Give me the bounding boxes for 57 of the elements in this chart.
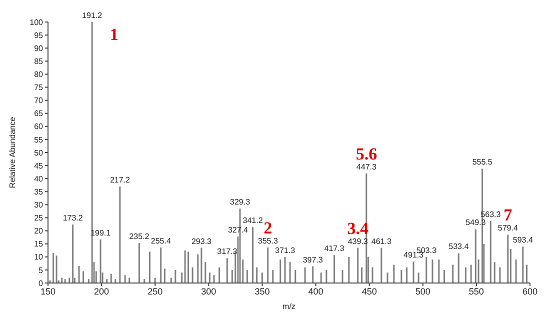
- annotation: 3.4: [347, 218, 369, 238]
- x-tick-label: 300: [201, 286, 216, 296]
- x-tick-label: 250: [148, 286, 163, 296]
- y-tick-label: 40: [34, 174, 44, 184]
- y-tick-label: 45: [34, 161, 44, 170]
- y-tick-label: 60: [34, 122, 44, 132]
- annotation: 341.2: [242, 216, 264, 226]
- y-tick-label: 20: [34, 226, 44, 236]
- annotation: 461.3: [371, 236, 392, 246]
- y-tick-label: 75: [34, 83, 44, 92]
- y-tick-label: 0: [38, 278, 44, 288]
- annotation: 1: [110, 25, 118, 44]
- y-tick-label: 15: [34, 240, 44, 249]
- x-tick-label: 150: [40, 286, 56, 296]
- annotation: 593.4: [512, 236, 534, 245]
- annotation: 191.2: [82, 11, 103, 20]
- annotation: 579.4: [498, 224, 518, 233]
- annotation: 255.4: [150, 236, 172, 246]
- x-tick-label: 500: [415, 286, 430, 296]
- x-tick-label: 200: [94, 286, 110, 296]
- annotation: 533.4: [448, 242, 470, 252]
- y-tick-label: 10: [34, 252, 44, 262]
- y-tick-label: 95: [34, 30, 44, 40]
- x-tick-label: 450: [362, 286, 377, 296]
- annotation: 355.3: [258, 236, 278, 246]
- annotation: 7: [504, 206, 513, 225]
- y-tick-label: 85: [34, 56, 44, 66]
- y-tick-label: 80: [34, 70, 44, 80]
- annotation: 397.3: [302, 255, 324, 264]
- y-tick-label: 90: [34, 44, 44, 53]
- y-tick-label: 100: [30, 18, 44, 27]
- annotation: 173.2: [62, 214, 84, 223]
- annotation: 417.3: [324, 244, 345, 254]
- x-tick-label: 350: [254, 286, 270, 296]
- annotation: 555.5: [472, 158, 493, 167]
- y-axis-title: Relative Abundance: [8, 116, 17, 188]
- annotation: 293.3: [191, 236, 212, 246]
- annotation: 235.2: [129, 232, 150, 242]
- annotation: 447.3: [356, 162, 377, 172]
- y-tick-label: 5: [38, 266, 44, 275]
- y-tick-label: 25: [34, 214, 44, 223]
- annotation: 5.6: [356, 144, 378, 164]
- annotation: 2: [264, 218, 272, 238]
- x-tick-label: 600: [522, 286, 538, 296]
- annotation: 329.3: [230, 198, 251, 207]
- y-tick-label: 35: [34, 187, 44, 196]
- x-tick-label: 550: [468, 286, 484, 296]
- y-tick-label: 70: [34, 96, 44, 106]
- y-tick-label: 65: [34, 109, 44, 118]
- annotation: 317.3: [217, 247, 238, 256]
- x-tick-label: 400: [308, 286, 324, 296]
- annotation: 217.2: [110, 175, 131, 184]
- annotation: 371.3: [275, 246, 296, 255]
- y-tick-label: 30: [34, 200, 44, 210]
- y-tick-label: 55: [34, 135, 44, 144]
- x-axis-title: m/z: [282, 302, 296, 311]
- y-tick-label: 50: [34, 148, 44, 158]
